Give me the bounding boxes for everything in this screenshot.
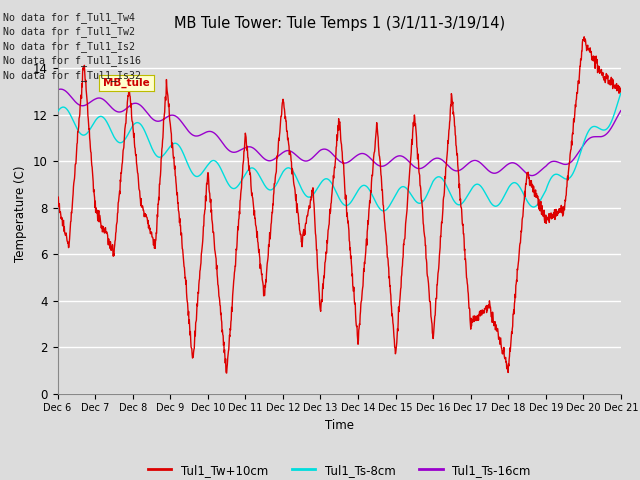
- Tul1_Tw+10cm: [154, 202, 162, 207]
- Tul1_Tw+10cm: [54, 197, 61, 203]
- Tul1_Ts-8cm: [380, 208, 387, 214]
- Tul1_Ts-8cm: [342, 203, 349, 208]
- Tul1_Tw+10cm: [65, 240, 72, 245]
- Tul1_Tw+10cm: [308, 187, 316, 193]
- Line: Tul1_Ts-16cm: Tul1_Ts-16cm: [58, 89, 621, 176]
- Tul1_Tw+10cm: [580, 34, 588, 40]
- Title: MB Tule Tower: Tule Temps 1 (3/1/11-3/19/14): MB Tule Tower: Tule Temps 1 (3/1/11-3/19…: [173, 16, 505, 31]
- Tul1_Ts-8cm: [65, 108, 72, 114]
- Tul1_Tw+10cm: [342, 192, 350, 198]
- Tul1_Ts-16cm: [308, 155, 316, 161]
- Tul1_Ts-16cm: [54, 87, 61, 93]
- Tul1_Tw+10cm: [223, 370, 230, 376]
- Tul1_Tw+10cm: [442, 164, 450, 169]
- Y-axis label: Temperature (C): Temperature (C): [14, 165, 28, 262]
- Tul1_Ts-16cm: [528, 173, 536, 179]
- Line: Tul1_Tw+10cm: Tul1_Tw+10cm: [58, 37, 621, 373]
- Text: No data for f_Tul1_Is2: No data for f_Tul1_Is2: [3, 41, 135, 52]
- Tul1_Ts-16cm: [581, 140, 589, 145]
- Text: No data for f_Tul1_Is32: No data for f_Tul1_Is32: [3, 70, 141, 81]
- Legend: Tul1_Tw+10cm, Tul1_Ts-8cm, Tul1_Ts-16cm: Tul1_Tw+10cm, Tul1_Ts-8cm, Tul1_Ts-16cm: [143, 459, 535, 480]
- Tul1_Ts-16cm: [342, 160, 350, 166]
- Text: No data for f_Tul1_Tw4: No data for f_Tul1_Tw4: [3, 12, 135, 23]
- Tul1_Ts-8cm: [54, 109, 61, 115]
- Tul1_Ts-16cm: [65, 91, 72, 96]
- Tul1_Ts-8cm: [442, 182, 450, 188]
- Text: No data for f_Tul1_Tw2: No data for f_Tul1_Tw2: [3, 26, 135, 37]
- Tul1_Tw+10cm: [617, 86, 625, 92]
- Tul1_Tw+10cm: [581, 36, 589, 42]
- Line: Tul1_Ts-8cm: Tul1_Ts-8cm: [58, 93, 621, 211]
- Text: No data for f_Tul1_Is16: No data for f_Tul1_Is16: [3, 55, 141, 66]
- Tul1_Ts-16cm: [57, 86, 65, 92]
- X-axis label: Time: Time: [324, 419, 354, 432]
- Tul1_Ts-8cm: [154, 154, 162, 160]
- Tul1_Ts-16cm: [155, 119, 163, 124]
- Text: MB_tule: MB_tule: [103, 78, 150, 88]
- Tul1_Ts-16cm: [617, 108, 625, 114]
- Tul1_Ts-8cm: [617, 90, 625, 96]
- Tul1_Ts-8cm: [308, 192, 316, 198]
- Tul1_Ts-16cm: [442, 161, 450, 167]
- Tul1_Ts-8cm: [581, 136, 589, 142]
